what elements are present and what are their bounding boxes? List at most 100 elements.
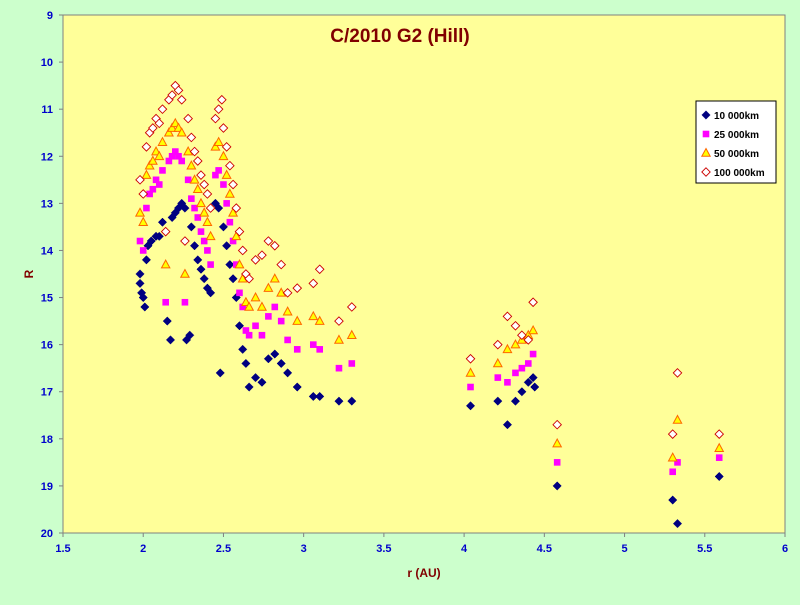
x-tick-label: 6 xyxy=(782,543,788,555)
legend-label: 25 000km xyxy=(714,130,759,141)
data-point xyxy=(528,324,539,335)
data-point xyxy=(523,335,534,345)
data-point xyxy=(510,339,521,349)
y-axis-label: R xyxy=(22,269,36,278)
data-point xyxy=(149,185,157,193)
data-point xyxy=(222,241,232,251)
y-tick-label: 13 xyxy=(41,198,53,210)
y-tick-label: 14 xyxy=(41,245,54,257)
data-point xyxy=(334,316,344,326)
data-point xyxy=(283,368,293,378)
data-point xyxy=(147,155,158,165)
data-point xyxy=(138,216,149,226)
data-point xyxy=(215,368,225,378)
x-axis-label: r (AU) xyxy=(407,566,440,580)
y-tick-label: 15 xyxy=(41,293,53,305)
data-point xyxy=(553,459,561,466)
data-point xyxy=(523,377,533,387)
data-point xyxy=(218,150,229,161)
data-point xyxy=(231,203,242,213)
data-point xyxy=(231,230,242,241)
data-point xyxy=(186,160,197,170)
data-point xyxy=(276,259,287,270)
data-point xyxy=(135,278,145,288)
data-point xyxy=(672,414,683,424)
data-point xyxy=(175,152,182,160)
data-point xyxy=(714,442,725,453)
data-point xyxy=(667,429,678,439)
x-axis: 1.5 2 2.5 3 3.5 4 4.5 5 5.5 6 xyxy=(55,533,788,555)
data-point xyxy=(183,113,193,124)
data-point xyxy=(160,226,171,237)
data-point xyxy=(250,373,261,383)
data-point xyxy=(269,240,280,251)
data-point xyxy=(292,315,303,325)
data-point xyxy=(191,204,198,212)
data-point xyxy=(213,104,224,115)
x-tick-label: 2.5 xyxy=(216,543,231,555)
data-point xyxy=(176,94,187,105)
data-point xyxy=(179,268,190,278)
data-point xyxy=(157,217,168,227)
y-tick-label: 20 xyxy=(41,528,53,540)
series-2 xyxy=(136,148,723,476)
data-point xyxy=(163,127,174,137)
data-point xyxy=(197,228,205,235)
data-point xyxy=(144,160,155,170)
data-point xyxy=(172,148,179,155)
y-tick-label: 18 xyxy=(41,434,53,446)
data-point xyxy=(333,334,345,344)
data-point xyxy=(141,169,152,179)
data-point xyxy=(257,250,267,261)
data-point xyxy=(138,292,148,303)
data-point xyxy=(160,259,171,269)
data-point xyxy=(528,373,538,383)
data-point xyxy=(173,85,184,96)
y-tick-label: 10 xyxy=(41,57,53,69)
data-point xyxy=(242,327,250,334)
data-point xyxy=(183,146,194,156)
data-point xyxy=(674,459,681,466)
data-point xyxy=(210,141,221,151)
data-point xyxy=(146,190,153,198)
data-point xyxy=(214,203,224,213)
data-point xyxy=(189,174,200,184)
data-point xyxy=(220,181,227,188)
data-point xyxy=(194,214,202,221)
data-point xyxy=(276,287,287,297)
data-point xyxy=(552,481,562,491)
data-point xyxy=(250,291,261,302)
data-point xyxy=(234,259,245,269)
data-point xyxy=(135,269,145,279)
data-point xyxy=(180,236,190,246)
data-point xyxy=(314,315,325,325)
data-point xyxy=(143,204,150,212)
data-point xyxy=(140,302,150,312)
data-point xyxy=(512,369,519,377)
data-point xyxy=(237,273,248,283)
data-point xyxy=(217,94,227,105)
data-point xyxy=(309,341,317,348)
data-point xyxy=(250,255,261,265)
data-point xyxy=(510,396,521,406)
data-point xyxy=(504,379,511,386)
data-point xyxy=(239,303,246,311)
data-point xyxy=(263,282,274,292)
data-point xyxy=(185,330,195,340)
data-point xyxy=(265,313,272,320)
data-point xyxy=(244,382,254,392)
data-point xyxy=(492,339,503,350)
data-point xyxy=(244,301,255,311)
data-point xyxy=(271,303,279,311)
data-point xyxy=(672,368,683,378)
data-point xyxy=(517,387,527,397)
data-points xyxy=(134,80,725,529)
data-point xyxy=(205,230,216,241)
data-point xyxy=(292,382,302,392)
data-point xyxy=(528,297,538,308)
data-point xyxy=(228,274,238,284)
y-axis: 9 10 11 12 13 14 15 16 17 18 19 20 xyxy=(41,10,63,540)
data-point xyxy=(226,218,234,226)
data-point xyxy=(502,311,513,322)
